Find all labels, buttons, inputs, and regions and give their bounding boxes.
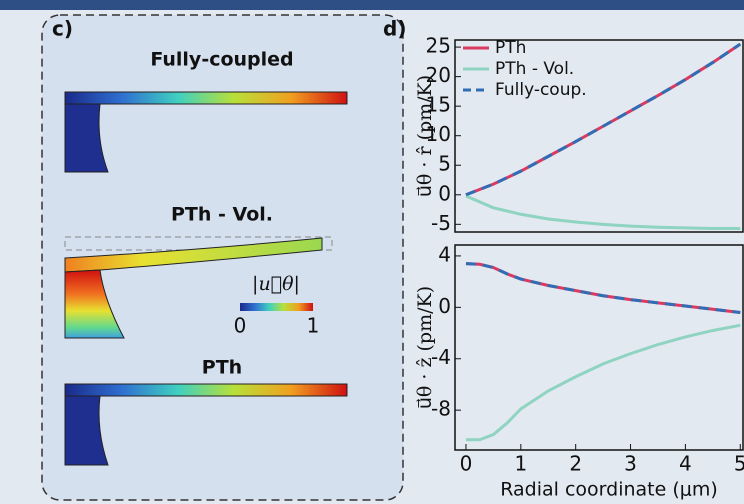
y-axis-label: u⃗θ · r̂ (pm/K) <box>414 75 436 197</box>
line <box>465 262 741 314</box>
post <box>64 103 109 173</box>
legend-label: PTh <box>495 38 526 58</box>
y-tick-label: -5 <box>431 211 451 235</box>
line <box>465 194 741 230</box>
y-tick-label: 4 <box>438 242 451 266</box>
beam <box>64 383 348 397</box>
y-tick-label: 10 <box>426 122 451 146</box>
colorbar <box>240 303 313 311</box>
colorbar-tick: 1 <box>307 314 320 338</box>
legend-label: Fully-coup. <box>495 80 587 100</box>
line <box>465 42 742 197</box>
post <box>64 395 109 466</box>
panel-title: Fully-coupled <box>150 49 293 71</box>
x-tick-label: 3 <box>624 452 637 476</box>
beam <box>64 237 323 273</box>
y-tick-label: 0 <box>438 294 451 318</box>
panel-label: d) <box>383 17 406 41</box>
y-tick-label: 0 <box>438 181 451 205</box>
x-tick-label: 2 <box>569 452 582 476</box>
post <box>64 269 125 339</box>
legend-label: PTh - Vol. <box>495 59 574 79</box>
plot-area <box>454 244 744 451</box>
x-tick-label: 0 <box>460 452 473 476</box>
line <box>465 262 741 314</box>
panel-title: PTh - Vol. <box>171 204 273 226</box>
line <box>465 323 741 442</box>
y-tick-label: 15 <box>426 93 451 117</box>
y-tick-label: -4 <box>431 345 451 369</box>
y-tick-label: 25 <box>426 34 451 58</box>
panel-title: PTh <box>202 357 242 379</box>
colorbar-label: |u⃗θ| <box>252 273 300 295</box>
y-tick-label: 5 <box>438 152 451 176</box>
x-tick-label: 1 <box>514 452 527 476</box>
beam <box>64 91 348 105</box>
y-tick-label: 20 <box>426 63 451 87</box>
colorbar-tick: 0 <box>234 314 247 338</box>
panel-label: c) <box>52 17 73 41</box>
x-axis-label: Radial coordinate (μm) <box>500 479 718 501</box>
y-tick-label: -8 <box>431 397 451 421</box>
top-band <box>0 0 744 10</box>
y-axis-label: u⃗θ · ẑ (pm/K) <box>414 286 436 409</box>
x-tick-label: 4 <box>679 452 692 476</box>
x-tick-label: 5 <box>734 452 744 476</box>
